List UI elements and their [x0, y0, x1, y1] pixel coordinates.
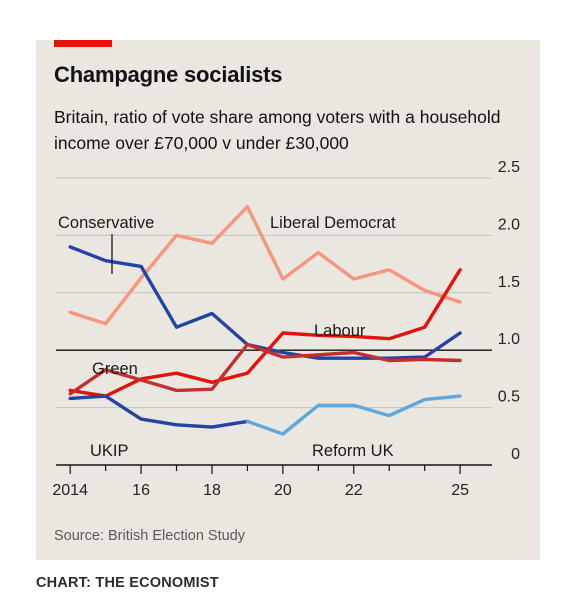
- series-line-liberal-democrat: [68, 204, 462, 326]
- chart-source: Source: British Election Study: [54, 528, 246, 544]
- y-tick-label: 2.5: [498, 159, 520, 176]
- series-layer: [68, 204, 462, 436]
- x-tick-label: 20: [274, 482, 292, 499]
- chart-credit: CHART: THE ECONOMIST: [36, 575, 219, 591]
- series-line-reform-uk: [245, 394, 462, 436]
- y-tick-label: 0: [511, 446, 520, 463]
- y-tick-label: 2.0: [498, 216, 520, 233]
- line-chart: 0 0.5 1.0 1.5 2.0 2.5 2014 16 18 20 22 25 Conservat…: [52, 159, 520, 499]
- y-tick-label: 1.0: [498, 331, 520, 348]
- series-label-green: Green: [92, 360, 138, 378]
- series-line-green: [68, 342, 462, 396]
- axis-layer: 0 0.5 1.0 1.5 2.0 2.5 2014 16 18 20 22 25: [52, 159, 520, 499]
- series-label-conservative: Conservative: [58, 214, 154, 232]
- y-tick-label: 1.5: [498, 274, 520, 291]
- series-line-ukip: [68, 394, 250, 429]
- chart-subtitle: Britain, ratio of vote share among voter…: [54, 107, 501, 153]
- x-tick-label: 25: [451, 482, 469, 499]
- chart-title: Champagne socialists: [54, 62, 283, 87]
- label-layer: Conservative Liberal Democrat Labour Gre…: [58, 214, 396, 460]
- x-tick-label: 16: [132, 482, 150, 499]
- series-label-labour: Labour: [314, 322, 366, 340]
- accent-tab: [54, 40, 112, 47]
- x-tick-label: 22: [345, 482, 363, 499]
- series-label-liberal-democrat: Liberal Democrat: [270, 214, 396, 232]
- series-label-reform-uk: Reform UK: [312, 442, 394, 460]
- series-label-ukip: UKIP: [90, 442, 129, 460]
- series-line-labour: [68, 268, 462, 398]
- x-tick-label: 18: [203, 482, 221, 499]
- y-tick-label: 0.5: [498, 389, 520, 406]
- chart-panel: Champagne socialists Britain, ratio of v…: [36, 40, 540, 560]
- x-tick-label: 2014: [52, 482, 88, 499]
- series-line-conservative: [68, 245, 462, 360]
